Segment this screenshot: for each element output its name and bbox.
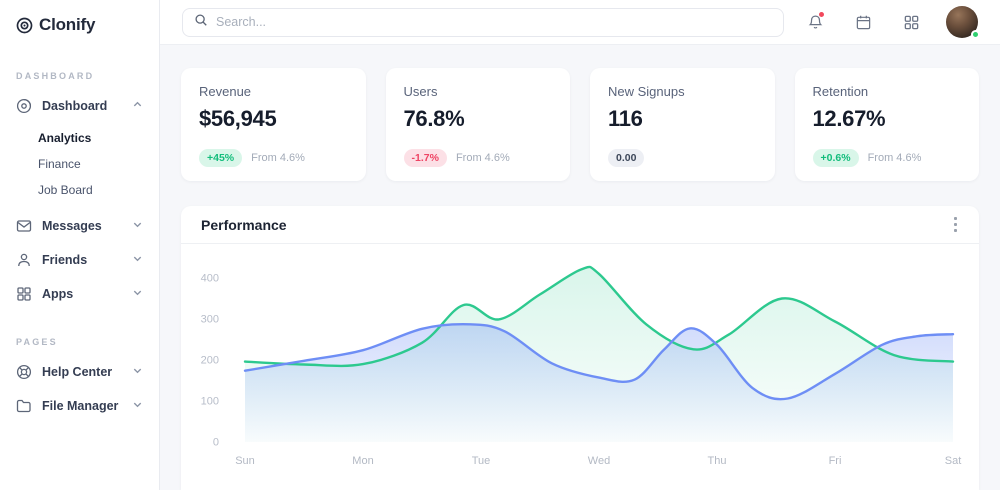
- x-axis-label: Thu: [708, 455, 727, 467]
- stat-note: From 4.6%: [251, 152, 305, 164]
- user-menu[interactable]: [946, 6, 980, 39]
- stat-change-badge: +45%: [199, 149, 243, 167]
- blue-series-line: [243, 323, 955, 401]
- stat-card-new-signups: New Signups 116 0.00: [590, 68, 775, 181]
- performance-header: Performance: [181, 206, 979, 244]
- sidebar-item-analytics[interactable]: Analytics: [38, 131, 92, 145]
- section-label-pages: PAGES: [16, 337, 58, 347]
- stat-change-badge: +0.6%: [812, 149, 859, 167]
- sidebar-item-job-board[interactable]: Job Board: [38, 183, 93, 197]
- search-box[interactable]: [182, 7, 784, 37]
- stat-value: 12.67%: [812, 106, 886, 131]
- sidebar: Clonify DASHBOARD Dashboard Analytics Fi…: [0, 0, 160, 490]
- bell-icon: [808, 14, 822, 29]
- sidebar-item-apps[interactable]: Apps: [0, 277, 159, 311]
- sidebar-item-label: Dashboard: [42, 99, 108, 113]
- x-axis-label: Wed: [588, 455, 610, 467]
- stat-title: Retention: [812, 84, 869, 99]
- x-axis-label: Mon: [352, 455, 373, 467]
- lifebuoy-icon: [16, 364, 32, 380]
- performance-chart: 0 100 200 300 400 Sun Mon Tue Wed Thu Fri Sat: [201, 265, 962, 467]
- logo[interactable]: Clonify: [0, 0, 159, 45]
- sidebar-item-help-center[interactable]: Help Center: [0, 355, 159, 389]
- x-axis-label: Sat: [945, 455, 962, 467]
- chevron-down-icon[interactable]: [132, 285, 143, 303]
- sidebar-item-label: Friends: [42, 253, 88, 267]
- stat-card-revenue: Revenue $56,945 +45% From 4.6%: [181, 68, 366, 181]
- sidebar-item-label: File Manager: [42, 399, 119, 413]
- chevron-down-icon[interactable]: [132, 217, 143, 235]
- y-axis-tick: 0: [213, 437, 219, 449]
- calendar-icon: [856, 15, 870, 29]
- content: Revenue $56,945 +45% From 4.6% Users 76.…: [160, 45, 1000, 490]
- search-icon: [194, 13, 208, 32]
- section-label-dashboard: DASHBOARD: [16, 71, 95, 81]
- chevron-down-icon[interactable]: [132, 363, 143, 381]
- calendar-button[interactable]: [846, 5, 880, 39]
- stat-cards-row: Revenue $56,945 +45% From 4.6% Users 76.…: [181, 68, 979, 181]
- stat-note: From 4.6%: [867, 152, 922, 164]
- sidebar-item-finance[interactable]: Finance: [38, 157, 81, 171]
- dashboard-sub-list: Analytics Finance Job Board: [0, 123, 159, 209]
- notification-dot: [818, 11, 825, 18]
- logo-text: Clonify: [39, 15, 96, 34]
- y-axis-tick: 200: [201, 355, 219, 367]
- chart-area: 0 100 200 300 400 Sun Mon Tue Wed Thu Fri Sat: [181, 244, 979, 490]
- notifications-button[interactable]: [798, 5, 832, 39]
- sidebar-item-label: Messages: [42, 219, 102, 233]
- sidebar-item-friends[interactable]: Friends: [0, 243, 159, 277]
- stat-card-retention: Retention 12.67% +0.6% From 4.6%: [794, 68, 979, 181]
- sidebar-item-dashboard[interactable]: Dashboard: [0, 89, 159, 123]
- stat-value: $56,945: [199, 106, 277, 131]
- stat-change-badge: 0.00: [608, 149, 645, 167]
- kebab-menu-icon[interactable]: [948, 211, 963, 238]
- topbar: [160, 0, 1000, 45]
- performance-card: Performance 0 100 200 300 400 Sun Mon Tue Wed Thu…: [181, 206, 979, 490]
- disc-icon: [16, 98, 32, 114]
- stat-title: Users: [403, 84, 438, 99]
- y-axis-tick: 400: [201, 273, 219, 285]
- stat-value: 116: [608, 106, 643, 131]
- chevron-down-icon[interactable]: [132, 251, 143, 269]
- blue-series-area: [245, 324, 953, 442]
- person-icon: [16, 252, 32, 268]
- sidebar-item-label: Apps: [42, 287, 74, 301]
- chevron-up-icon[interactable]: [132, 97, 143, 115]
- envelope-icon: [16, 218, 32, 234]
- search-input[interactable]: [216, 15, 772, 29]
- sidebar-item-label: Help Center: [42, 365, 113, 379]
- main-area: Revenue $56,945 +45% From 4.6% Users 76.…: [160, 0, 1000, 490]
- folder-icon: [16, 398, 32, 414]
- stat-note: From 4.6%: [455, 152, 510, 164]
- stat-title: New Signups: [608, 84, 685, 99]
- x-axis-label: Sun: [235, 455, 255, 467]
- grid-icon: [16, 286, 32, 302]
- green-series-line: [243, 265, 955, 368]
- chevron-down-icon[interactable]: [132, 397, 143, 415]
- stat-title: Revenue: [199, 84, 252, 99]
- apps-launcher-button[interactable]: [894, 5, 928, 39]
- x-axis-label: Tue: [472, 455, 491, 467]
- stat-value: 76.8%: [403, 106, 465, 131]
- apps-grid-icon: [904, 15, 918, 29]
- sidebar-item-messages[interactable]: Messages: [0, 209, 159, 243]
- online-status-dot: [971, 30, 980, 39]
- performance-title: Performance: [201, 216, 287, 233]
- stat-change-badge: -1.7%: [403, 149, 447, 167]
- y-axis-tick: 100: [201, 396, 219, 408]
- stat-card-users: Users 76.8% -1.7% From 4.6%: [385, 68, 570, 181]
- x-axis-label: Fri: [829, 455, 842, 467]
- y-axis-tick: 300: [201, 314, 219, 326]
- clonify-logo-icon: [16, 17, 33, 34]
- sidebar-item-file-manager[interactable]: File Manager: [0, 389, 159, 423]
